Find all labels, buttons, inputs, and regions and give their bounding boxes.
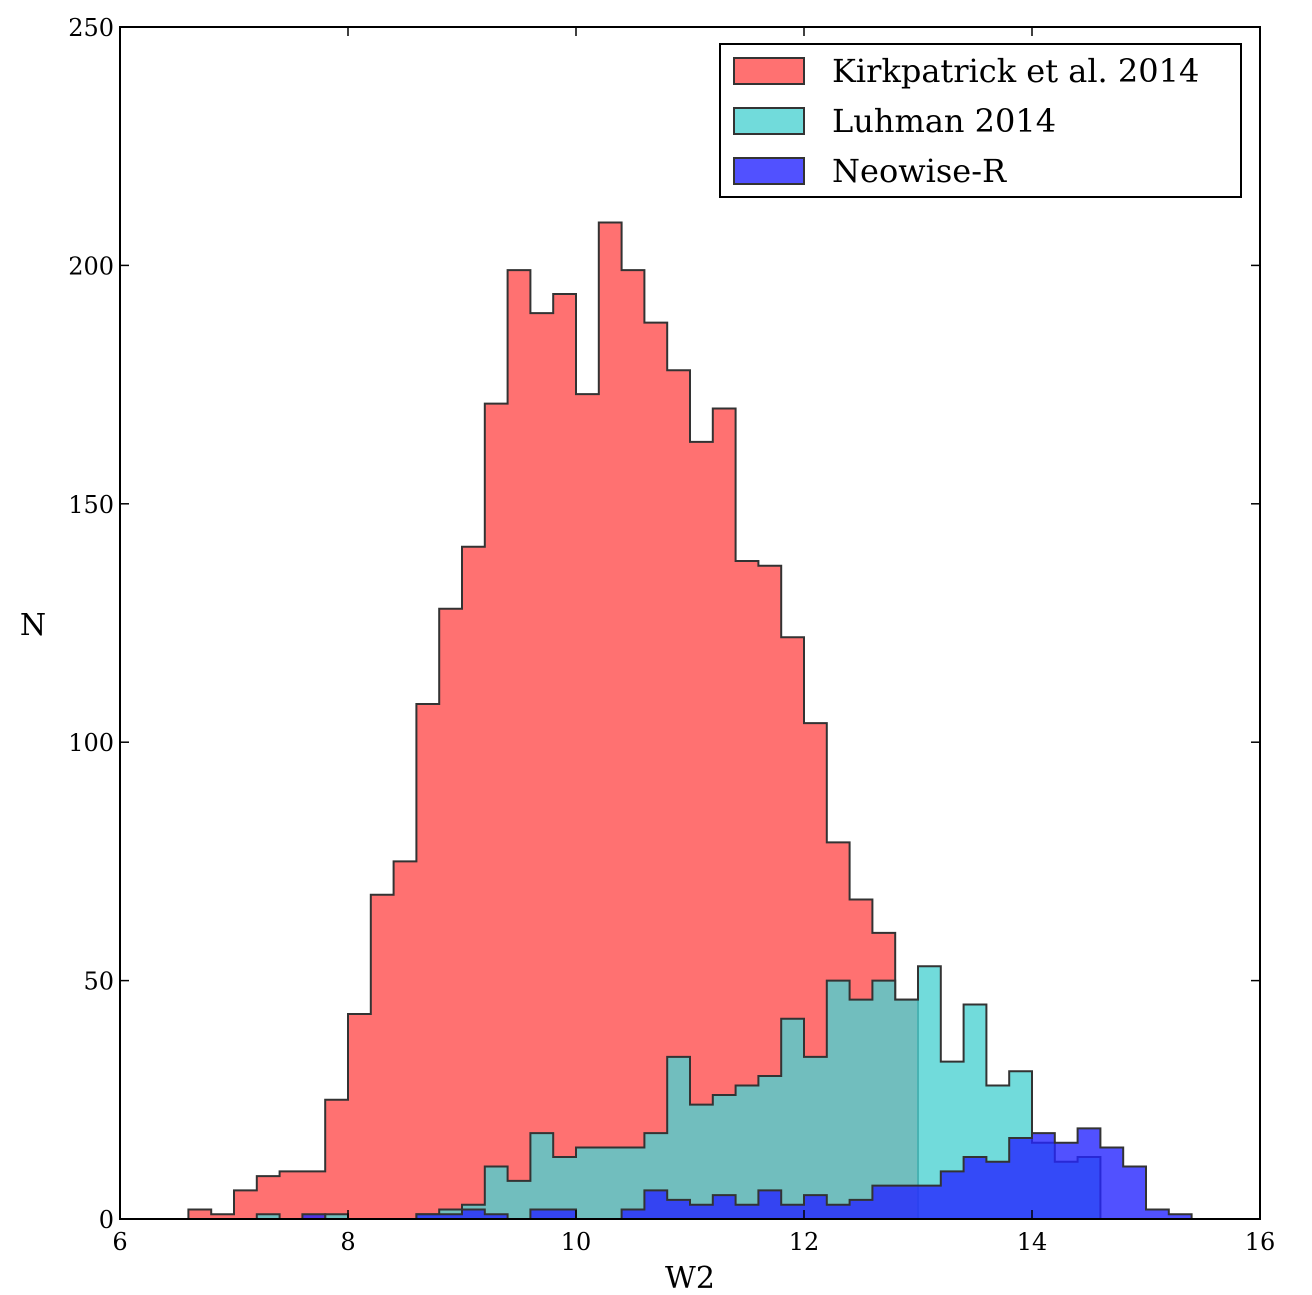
legend-label: Neowise-R [832, 152, 1007, 190]
histogram-bars [187, 221, 1193, 1220]
x-tick-label: 6 [112, 1228, 127, 1256]
legend-label: Kirkpatrick et al. 2014 [832, 52, 1199, 90]
legend-swatch [733, 57, 805, 85]
x-tick-label: 12 [789, 1228, 820, 1256]
legend-swatch [733, 107, 805, 135]
y-tick-label: 50 [83, 968, 114, 996]
y-tick-label: 100 [68, 729, 114, 757]
x-tick-label: 8 [340, 1228, 355, 1256]
histogram-series-3 [301, 1127, 1193, 1220]
legend-swatch [733, 157, 805, 185]
y-tick-label: 250 [68, 14, 114, 42]
histogram-series-1 [187, 221, 919, 1220]
axis-ticks: 6 8 10 12 14 16 0 50 100 150 200 250 [68, 14, 1275, 1256]
legend-label: Luhman 2014 [832, 102, 1056, 140]
plot-area-frame [119, 26, 1261, 1220]
x-tick-label: 16 [1245, 1228, 1276, 1256]
y-tick-label: 0 [99, 1206, 114, 1234]
x-tick-label: 10 [561, 1228, 592, 1256]
legend: Kirkpatrick et al. 2014 Luhman 2014 Neowis… [719, 43, 1242, 198]
y-axis-title: N [20, 608, 46, 643]
x-tick-label: 14 [1017, 1228, 1048, 1256]
legend-box [719, 43, 1242, 198]
y-tick-label: 200 [68, 252, 114, 280]
y-tick-label: 150 [68, 491, 114, 519]
x-axis-title: W2 [665, 1261, 715, 1295]
